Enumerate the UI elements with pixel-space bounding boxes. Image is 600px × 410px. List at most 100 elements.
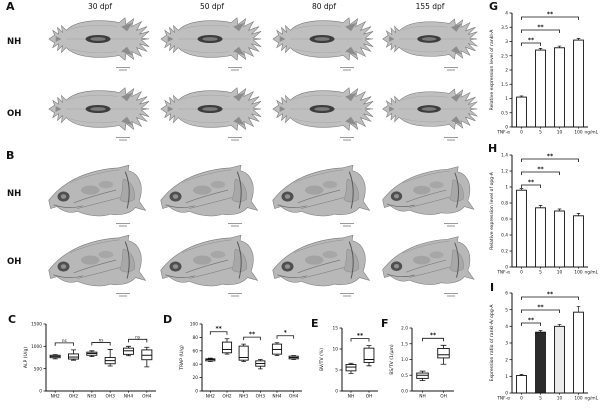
x-tick-label: NH [419,394,425,400]
skull-render [160,87,262,131]
error-bar [557,208,562,211]
microct-lateral-oh-30dpf [46,230,152,300]
y-tick-label: 2.5 [501,53,508,59]
significance-label: ns [135,334,140,339]
panel-D-chart: 0 20 40 60 80 100 TRAP (U/g) NH2 OH2 NH3 OH3 NH4 OH4… [176,318,306,402]
significance-bracket [521,29,560,33]
significance-label: ** [547,153,554,160]
scale-bar [228,67,242,73]
x-tick-label: OH [366,394,373,400]
x-tick-label: OH2 [69,394,79,400]
y-tick-label: 3 [505,341,508,347]
y-tick-label: 6 [505,291,508,297]
box [345,364,357,372]
y-tick-label: 60 [193,348,199,354]
significance-bracket [276,335,295,339]
x-tick-label: 0 [520,130,523,136]
whiskers [125,345,132,357]
row-label-a-nh: NH [7,37,22,47]
scale-bar [228,137,242,143]
microct-lateral-nh-155dpf [380,160,480,230]
x-axis-prefix-label: TNF-α [496,130,510,136]
x-tick-label: 100 [574,130,582,136]
scale-bar [340,223,354,229]
skull-render [272,164,371,217]
skull-render [382,236,475,286]
significance-bracket [128,338,148,343]
whiskers [258,359,263,370]
x-axis-unit-label: ng/mL [585,270,599,276]
significance-bracket [521,42,541,46]
y-tick-label: 15 [333,326,339,332]
y-tick-label: 3 [505,39,508,45]
row-label-b-nh: NH [7,189,22,199]
significance-bracket [521,171,560,175]
x-axis-prefix-label: TNF-α [496,270,510,276]
error-bar [538,47,543,51]
x-axis-unit-label: ng/mL [585,130,599,136]
x-tick-label: NH2 [51,394,60,400]
significance-label: ** [216,326,223,333]
whiskers [366,345,372,367]
whiskers [274,342,280,356]
x-tick-label: NH2 [206,394,215,400]
y-axis-label: Expression ratio of rankl-A/ opg-A [489,304,495,382]
bar [554,325,565,394]
panel-label-b: B [6,149,15,162]
error-bar [519,374,524,376]
x-tick-label: 0 [520,270,523,276]
y-tick-label: 20 [193,375,199,381]
significance-label: ** [528,317,535,324]
panel-E-chart: 0 5 10 15 BV/TV (%) NH OH ** [316,322,382,402]
significance-bracket [243,336,261,341]
skull-render [382,18,478,60]
panel-H-chart: 0 0.2 0.4 0.6 0.8 1 1.2 1.4 Relative expression … [486,148,599,280]
y-axis-label: Relative expression level of rankl-A [489,29,495,111]
y-tick-label: 1.2 [501,169,508,175]
y-tick-label: 0.4 [501,233,508,239]
scale-bar [340,293,354,299]
y-tick-label: 0 [505,391,508,397]
box [437,348,450,359]
whiskers [144,346,150,368]
scale-bar [444,137,458,143]
x-tick-label: 100 [574,270,582,276]
bar [535,331,546,394]
panel-label-g: G [489,0,499,13]
error-bar [576,38,581,41]
significance-label: ** [528,37,535,44]
skull-render [48,87,150,131]
y-tick-label: 100 [190,322,198,328]
col-header-50dpf: 50 dpf [199,2,225,11]
box [221,341,233,354]
panel-label-e: E [311,317,319,330]
chart-svg-E: 0 5 10 15 BV/TV (%) NH OH ** [319,326,378,400]
y-tick-label: 3.5 [501,25,508,31]
scale-bar [340,67,354,73]
x-tick-label: 5 [539,130,542,136]
x-tick-label: OH3 [256,394,266,400]
bar [516,189,527,268]
y-tick-label: 80 [193,335,199,341]
y-tick-label: 2 [505,68,508,74]
whiskers [107,349,113,367]
significance-bracket [422,337,444,342]
significance-label: ns [62,338,67,343]
y-tick-label: 0.5 [401,373,408,379]
col-header-80dpf: 80 dpf [311,2,337,11]
panel-label-h: H [488,142,498,155]
y-tick-label: 1 [505,185,508,191]
bar [554,210,565,268]
y-tick-label: 1.5 [501,82,508,88]
significance-label: ns [99,337,104,342]
skull-render [272,87,374,131]
y-tick-label: 0 [335,389,338,395]
significance-label: ** [537,24,544,31]
panel-F-chart: 0.0 0.5 1.0 1.5 2.0 BS/TV (1/μm) NH OH ** [386,322,458,402]
significance-label: * [284,330,288,337]
scale-bar [444,293,458,299]
y-tick-label: 5 [335,368,338,374]
y-tick-label: 10 [333,347,339,353]
y-tick-label: 0 [505,125,508,131]
significance-label: ** [528,179,535,186]
